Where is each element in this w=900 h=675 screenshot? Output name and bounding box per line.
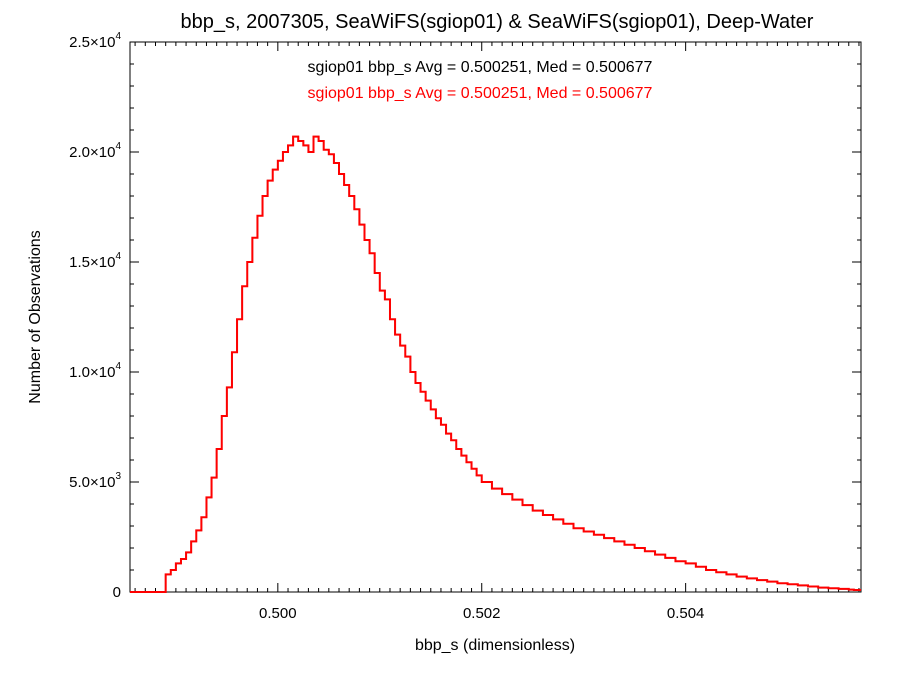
x-axis-ticks: 0.500 0.502 0.504 [134, 42, 860, 622]
chart-title: bbp_s, 2007305, SeaWiFS(sgiop01) & SeaWi… [181, 11, 814, 33]
plot-frame [129, 41, 862, 593]
y-tick-label: 0 [113, 584, 121, 601]
legend-entry-red: sgiop01 bbp_s Avg = 0.500251, Med = 0.50… [308, 85, 653, 102]
series-line-black [130, 135, 861, 593]
y-axis-label: Number of Observations [27, 230, 44, 403]
x-tick-label: 0.502 [463, 605, 501, 622]
plot-area: 0 5.0×103 1.0×104 1.5×104 2.0×104 2.5×104 0.5… [69, 31, 862, 622]
y-tick-label: 1.5×104 [69, 251, 121, 271]
y-axis-ticks: 0 5.0×103 1.0×104 1.5×104 2.0×104 2.5×104 [69, 31, 861, 601]
y-tick-label: 2.0×104 [69, 141, 121, 161]
series-layer [130, 135, 861, 593]
legend-entry-black: sgiop01 bbp_s Avg = 0.500251, Med = 0.50… [308, 59, 653, 76]
x-tick-label: 0.504 [667, 605, 705, 622]
y-tick-label: 5.0×103 [69, 471, 121, 491]
y-tick-label: 2.5×104 [69, 31, 121, 51]
series-line-red [130, 135, 861, 593]
x-axis-label: bbp_s (dimensionless) [415, 637, 575, 654]
x-tick-label: 0.500 [259, 605, 297, 622]
y-tick-label: 1.0×104 [69, 361, 121, 381]
